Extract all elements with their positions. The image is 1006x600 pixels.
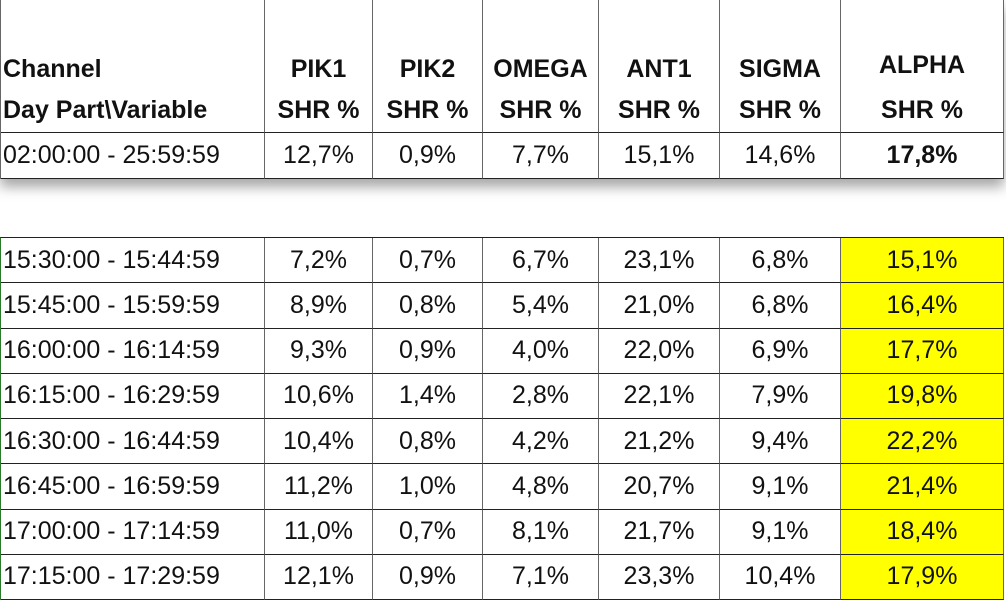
table-cell: 16:30:00 - 16:44:59 xyxy=(1,419,265,465)
table-cell: 1,4% xyxy=(373,373,483,419)
table-cell: 10,4% xyxy=(265,419,373,465)
table-cell: 21,7% xyxy=(599,509,720,555)
table-cell: 11,0% xyxy=(265,509,373,555)
table-cell: Day Part\Variable xyxy=(1,88,265,133)
table-cell: PIK1 xyxy=(265,0,373,88)
table-cell: 9,4% xyxy=(720,419,841,465)
table-cell: 18,4% xyxy=(841,509,1004,555)
table-cell: 16,4% xyxy=(841,283,1004,329)
table-cell: 4,2% xyxy=(483,419,599,465)
table-cell: 12,1% xyxy=(265,554,373,600)
table-cell: 4,0% xyxy=(483,328,599,374)
table-cell: 0,9% xyxy=(373,133,483,179)
table-cell: 0,7% xyxy=(373,509,483,555)
table-cell: 6,8% xyxy=(720,283,841,329)
table-cell: 20,7% xyxy=(599,464,720,510)
table-cell: 11,2% xyxy=(265,464,373,510)
table-cell: 6,8% xyxy=(720,238,841,284)
table-cell: 17,7% xyxy=(841,328,1004,374)
table-cell: 14,6% xyxy=(720,133,841,179)
table-cell: 22,0% xyxy=(599,328,720,374)
table-cell: 15:30:00 - 15:44:59 xyxy=(1,238,265,284)
table-cell: 7,1% xyxy=(483,554,599,600)
table-cell: 0,9% xyxy=(373,328,483,374)
table-cell: 8,1% xyxy=(483,509,599,555)
table-cell: 15,1% xyxy=(841,238,1004,284)
table-cell: PIK2 xyxy=(373,0,483,88)
table-cell: 10,6% xyxy=(265,373,373,419)
table-cell: 17:00:00 - 17:14:59 xyxy=(1,509,265,555)
table-cell: OMEGA xyxy=(483,0,599,88)
summary-table: Channel PIK1 PIK2 OMEGA ANT1 SIGMA ALPHA Day Pa… xyxy=(0,0,1004,179)
table-cell: 0,7% xyxy=(373,238,483,284)
table-cell: 10,4% xyxy=(720,554,841,600)
table-cell: 21,2% xyxy=(599,419,720,465)
table-cell: 17:15:00 - 17:29:59 xyxy=(1,554,265,600)
table-cell: 0,8% xyxy=(373,419,483,465)
table-cell: 17,9% xyxy=(841,554,1004,600)
table-cell: 15,1% xyxy=(599,133,720,179)
table-cell: 7,9% xyxy=(720,373,841,419)
table-cell: 21,4% xyxy=(841,464,1004,510)
table-cell: 23,1% xyxy=(599,238,720,284)
table-cell: SIGMA xyxy=(720,0,841,88)
table-cell: 2,8% xyxy=(483,373,599,419)
table-cell: ANT1 xyxy=(599,0,720,88)
table-cell: SHR % xyxy=(720,88,841,133)
table-cell: 22,2% xyxy=(841,419,1004,465)
table-cell: 12,7% xyxy=(265,133,373,179)
table-cell: 0,8% xyxy=(373,283,483,329)
table-cell: 23,3% xyxy=(599,554,720,600)
table-cell: Channel xyxy=(1,0,265,88)
table-cell: 7,2% xyxy=(265,238,373,284)
table-cell: 1,0% xyxy=(373,464,483,510)
table-cell: SHR % xyxy=(599,88,720,133)
table-cell: 7,7% xyxy=(483,133,599,179)
table-cell: 5,4% xyxy=(483,283,599,329)
table-cell: ALPHA xyxy=(841,0,1004,88)
table-cell: 16:00:00 - 16:14:59 xyxy=(1,328,265,374)
table-cell: 17,8% xyxy=(841,133,1004,179)
table-cell: 4,8% xyxy=(483,464,599,510)
table-cell: SHR % xyxy=(373,88,483,133)
table-cell: 19,8% xyxy=(841,373,1004,419)
table-cell: 6,7% xyxy=(483,238,599,284)
table-cell: SHR % xyxy=(483,88,599,133)
table-cell: 9,1% xyxy=(720,509,841,555)
table-cell: SHR % xyxy=(265,88,373,133)
table-cell: 0,9% xyxy=(373,554,483,600)
table-cell: 9,1% xyxy=(720,464,841,510)
detail-table: 15:30:00 - 15:44:59 7,2% 0,7% 6,7% 23,1% 6,8%… xyxy=(0,237,1004,600)
table-cell: 16:15:00 - 16:29:59 xyxy=(1,373,265,419)
table-cell: 6,9% xyxy=(720,328,841,374)
table-cell: 8,9% xyxy=(265,283,373,329)
table-cell: SHR % xyxy=(841,88,1004,133)
table-cell: 15:45:00 - 15:59:59 xyxy=(1,283,265,329)
table-cell: 16:45:00 - 16:59:59 xyxy=(1,464,265,510)
table-cell: 22,1% xyxy=(599,373,720,419)
table-cell: 21,0% xyxy=(599,283,720,329)
table-cell: 9,3% xyxy=(265,328,373,374)
table-cell: 02:00:00 - 25:59:59 xyxy=(1,133,265,179)
